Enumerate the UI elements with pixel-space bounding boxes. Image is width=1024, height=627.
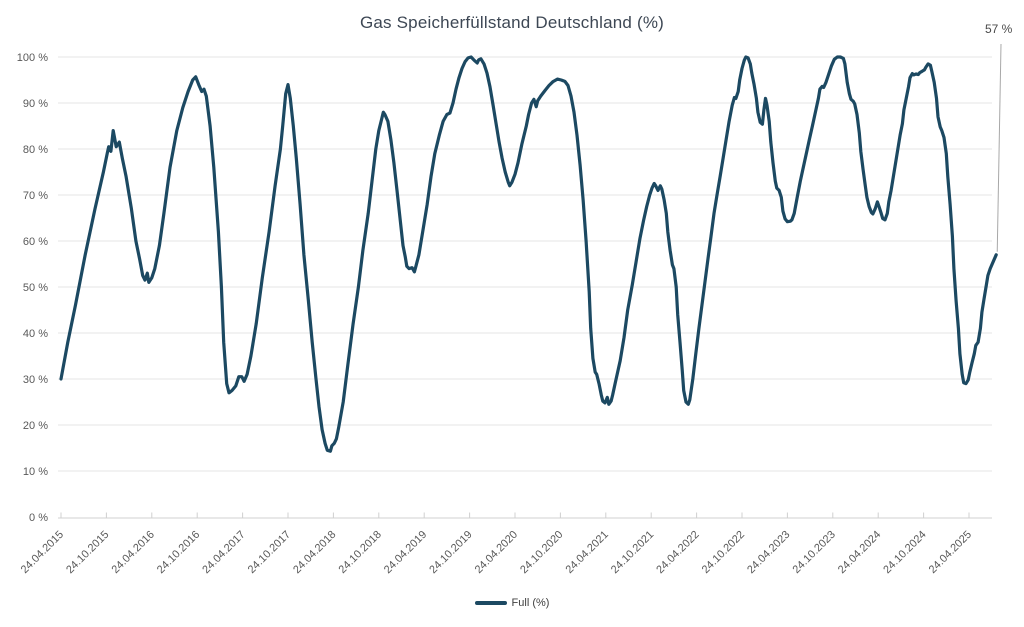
x-tick-label: 24.04.2018: [291, 529, 338, 576]
y-tick-label: 0 %: [29, 512, 48, 524]
x-tick-label: 24.04.2015: [19, 529, 66, 576]
series-line-full: [59, 55, 998, 453]
x-tick-label: 24.04.2022: [654, 529, 701, 576]
x-tick-label: 24.10.2015: [64, 529, 111, 576]
x-tick-label: 24.04.2025: [927, 529, 974, 576]
x-tick-label: 24.04.2016: [110, 529, 157, 576]
y-tick-label: 60 %: [23, 236, 48, 248]
x-tick-label: 24.04.2023: [745, 529, 792, 576]
y-tick-label: 70 %: [23, 190, 48, 202]
y-tick-label: 10 %: [23, 466, 48, 478]
y-tick-label: 40 %: [23, 328, 48, 340]
legend-line-swatch: [474, 601, 507, 605]
last-value-annotation: 57 %: [985, 22, 1013, 36]
x-tick-label: 24.04.2024: [836, 529, 883, 576]
y-tick-label: 20 %: [23, 420, 48, 432]
y-tick-label: 30 %: [23, 374, 48, 386]
x-tick-label: 24.10.2016: [155, 529, 202, 576]
x-tick-label: 24.10.2023: [791, 529, 838, 576]
x-tick-label: 24.04.2017: [200, 529, 247, 576]
x-tick-label: 24.04.2021: [564, 529, 611, 576]
x-axis: [58, 512, 992, 519]
x-tick-label: 24.10.2020: [518, 529, 565, 576]
x-tick-label: 24.10.2018: [337, 529, 384, 576]
legend: Full (%): [0, 597, 1024, 609]
x-tick-label: 24.10.2017: [246, 529, 293, 576]
x-tick-label: 24.10.2021: [609, 529, 656, 576]
x-tick-label: 24.10.2024: [881, 529, 928, 576]
y-tick-label: 100 %: [17, 52, 48, 64]
y-tick-label: 80 %: [23, 144, 48, 156]
legend-label-full: Full (%): [511, 597, 550, 609]
annotation-callout-line: [996, 43, 1002, 252]
chart-title: Gas Speicherfüllstand Deutschland (%): [359, 13, 665, 32]
x-tick-label: 24.04.2020: [473, 529, 520, 576]
y-axis-labels: 0 % 10 % 20 % 30 % 40 % 50 % 60 % 70 % 80 % 90 % 1…: [17, 52, 48, 524]
y-tick-label: 50 %: [23, 282, 48, 294]
x-tick-label: 24.10.2019: [427, 529, 474, 576]
x-tick-label: 24.10.2022: [700, 529, 747, 576]
y-tick-label: 90 %: [23, 98, 48, 110]
x-axis-labels: 24.04.201524.10.201524.04.201624.10.2016…: [19, 529, 974, 576]
gridlines: [58, 56, 992, 472]
x-tick-label: 24.04.2019: [382, 529, 429, 576]
